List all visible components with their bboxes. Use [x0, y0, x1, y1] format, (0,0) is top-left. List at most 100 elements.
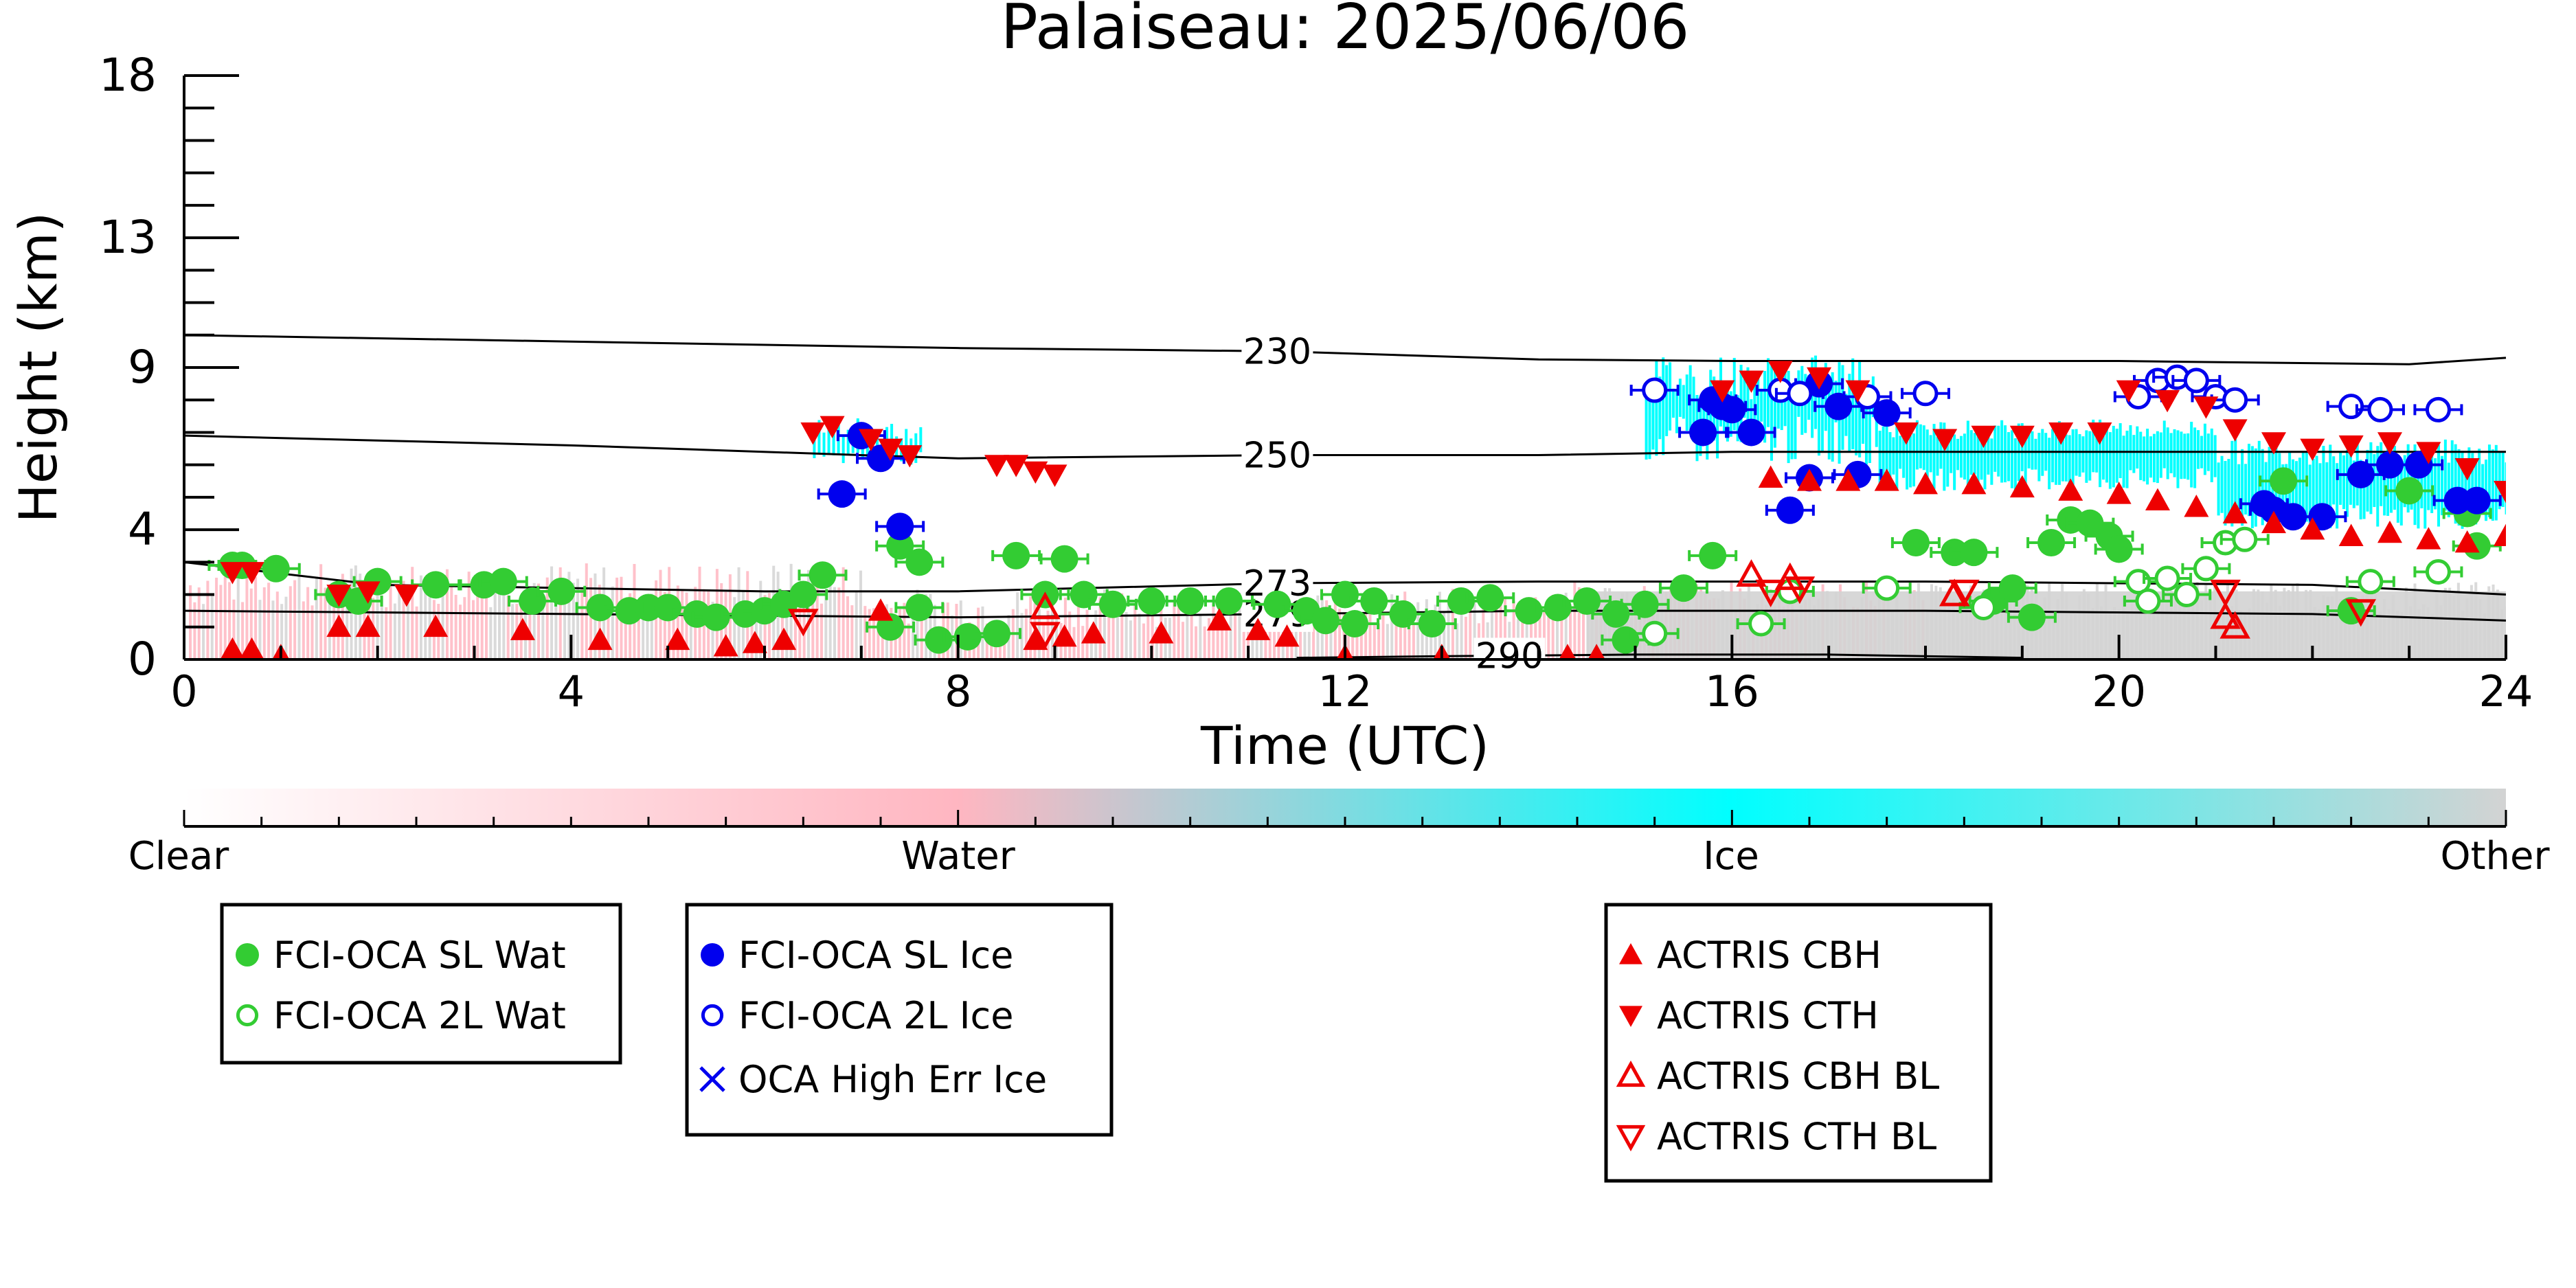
data-point [1874, 468, 1899, 491]
classification-bar [2437, 444, 2441, 527]
classification-bar [1456, 623, 1459, 659]
data-point [1629, 377, 1680, 403]
colorbar-label-other: Other [2440, 834, 2550, 879]
classification-bar [228, 582, 231, 659]
colorbar-label-ice: Ice [1703, 834, 1759, 879]
classification-bar [859, 570, 863, 659]
classification-bar [2237, 464, 2241, 516]
classification-bar [1682, 385, 1685, 419]
classification-bar [275, 591, 279, 659]
legend-marker-cbh-bl [1616, 1060, 1646, 1087]
classification-bar [2129, 425, 2132, 471]
classification-bar [493, 587, 497, 659]
data-point [800, 422, 826, 445]
classification-bar [450, 585, 453, 659]
classification-bar [615, 577, 619, 659]
data-point [778, 580, 828, 609]
classification-bar [2152, 433, 2156, 483]
classification-bar [1138, 613, 1141, 659]
classification-bar [1307, 605, 1311, 659]
legend-ice: FCI-OCA SL Ice FCI-OCA 2L Ice OCA High E… [685, 903, 1114, 1137]
legend-marker-2l-wat [236, 1004, 259, 1027]
classification-bar [822, 432, 826, 457]
classification-bar [341, 574, 344, 659]
isotherm-250 [183, 434, 2506, 460]
classification-bar [1111, 615, 1115, 659]
chart-title: Palaiseau: 2025/06/06 [1001, 0, 1690, 63]
classification-bar [480, 589, 484, 659]
data-point [2338, 435, 2364, 458]
data-point [1913, 472, 1938, 495]
classification-bar [2342, 455, 2345, 510]
y-tick-label: 9 [128, 341, 157, 394]
classification-bar [2322, 446, 2325, 530]
classification-bar [1909, 435, 1912, 488]
classification-bar [1029, 596, 1032, 659]
data-point [1958, 594, 2009, 620]
classification-bar [1976, 433, 1980, 484]
data-point [2345, 599, 2376, 627]
data-point [2454, 530, 2480, 553]
data-point [587, 627, 613, 651]
classification-bar [685, 592, 688, 659]
data-point [1023, 627, 1048, 651]
classification-bar [2325, 462, 2329, 523]
legend-label: ACTRIS CTH BL [1657, 1115, 1936, 1158]
classification-bar [293, 580, 297, 659]
classification-bar [2190, 421, 2193, 488]
classification-bar [650, 594, 653, 659]
classification-bar [1983, 425, 1987, 490]
classification-bar [1399, 602, 1402, 659]
classification-bar [1499, 600, 1502, 659]
data-point [2261, 510, 2286, 534]
classification-bar [824, 590, 828, 659]
classification-bar [1855, 387, 1858, 455]
data-point [984, 455, 1009, 477]
classification-bar [1364, 613, 1368, 659]
classification-bar [463, 597, 466, 659]
classification-bar [1820, 394, 1824, 453]
classification-bar [912, 610, 915, 659]
data-point [1961, 472, 1987, 495]
isotherm-label: 290 [1476, 635, 1544, 677]
classification-bar [2393, 446, 2396, 510]
classification-bar [1925, 429, 1929, 490]
classification-bar [2315, 455, 2318, 510]
classification-bar [1443, 611, 1446, 659]
data-point [2087, 422, 2112, 445]
data-point [355, 614, 381, 637]
classification-bar [2241, 449, 2244, 526]
classification-bar [1888, 432, 1892, 488]
classification-bar [398, 587, 401, 659]
data-point [1862, 399, 1912, 427]
data-point [1039, 545, 1089, 573]
data-point [1658, 574, 1708, 602]
y-tick-label: 4 [128, 503, 157, 556]
colorbar-label-clear: Clear [128, 834, 229, 879]
classification-bar [1655, 361, 1658, 456]
classification-bar [502, 575, 506, 659]
data-point [894, 548, 945, 576]
classification-bar [1464, 616, 1467, 659]
data-point [2326, 394, 2376, 420]
classification-bar [1416, 602, 1420, 659]
classification-bar [1372, 624, 1376, 659]
classification-bar [254, 577, 258, 659]
classification-bar [2108, 432, 2112, 489]
classification-bar [2125, 430, 2129, 488]
classification-bar [2183, 433, 2187, 479]
classification-bar [2007, 432, 2011, 482]
classification-bar [1181, 622, 1184, 659]
data-point [1149, 621, 1174, 644]
data-point [2113, 569, 2163, 595]
classification-bar [2088, 431, 2092, 481]
classification-bar [2112, 425, 2115, 488]
classification-bar [1912, 433, 1915, 487]
classification-bar [1658, 376, 1662, 440]
classification-bar [1851, 358, 1855, 450]
classification-bar [1919, 424, 1922, 468]
classification-bar [541, 602, 545, 659]
x-tick-label: 24 [2479, 666, 2533, 716]
classification-bar [2034, 438, 2037, 470]
classification-bar [528, 587, 532, 659]
